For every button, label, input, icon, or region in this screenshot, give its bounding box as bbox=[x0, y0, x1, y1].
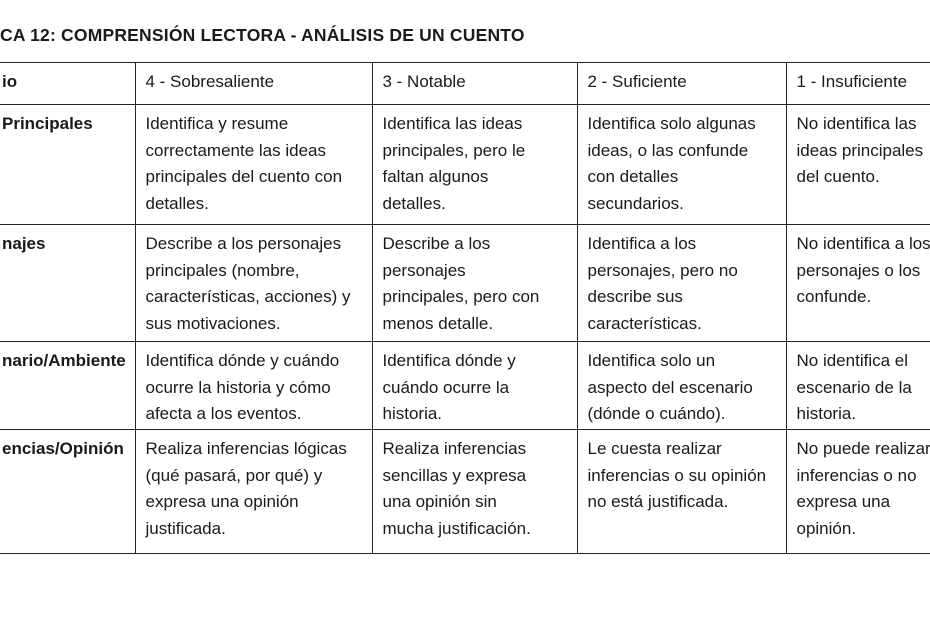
rubric-cell: Realiza inferencias lógicas (qué pasará,… bbox=[134, 429, 373, 554]
column-header-level3: 3 - Notable bbox=[371, 62, 578, 105]
table-row: Principales Identifica y resume correcta… bbox=[0, 104, 930, 225]
rubric-cell: Identifica solo un aspecto del escenario… bbox=[576, 341, 787, 430]
table-row: nario/Ambiente Identifica dónde y cuándo… bbox=[0, 341, 930, 430]
rubric-cell: Identifica a los personajes, pero no des… bbox=[576, 224, 787, 342]
table-row: encias/Opinión Realiza inferencias lógic… bbox=[0, 429, 930, 554]
criterion-cell: nario/Ambiente bbox=[0, 341, 136, 430]
header-row: io 4 - Sobresaliente 3 - Notable 2 - Suf… bbox=[0, 62, 930, 105]
rubric-cell: Le cuesta realizar inferencias o su opin… bbox=[576, 429, 787, 554]
rubric-cell: No puede realizar inferencias o no expre… bbox=[785, 429, 930, 554]
rubric-cell: No identifica las ideas principales del … bbox=[785, 104, 930, 225]
column-header-criterion: io bbox=[0, 62, 136, 105]
column-header-level1: 1 - Insuficiente bbox=[785, 62, 930, 105]
rubric-cell: Identifica dónde y cuándo ocurre la hist… bbox=[371, 341, 578, 430]
rubric-cell: No identifica el escenario de la histori… bbox=[785, 341, 930, 430]
table-row: najes Describe a los personajes principa… bbox=[0, 224, 930, 342]
rubric-cell: Identifica dónde y cuándo ocurre la hist… bbox=[134, 341, 373, 430]
rubric-cell: Describe a los personajes principales, p… bbox=[371, 224, 578, 342]
criterion-cell: Principales bbox=[0, 104, 136, 225]
criterion-cell: najes bbox=[0, 224, 136, 342]
rubric-table: io 4 - Sobresaliente 3 - Notable 2 - Suf… bbox=[0, 62, 930, 554]
rubric-cell: Identifica y resume correctamente las id… bbox=[134, 104, 373, 225]
criterion-cell: encias/Opinión bbox=[0, 429, 136, 554]
column-header-level4: 4 - Sobresaliente bbox=[134, 62, 373, 105]
page-title: CA 12: COMPRENSIÓN LECTORA - ANÁLISIS DE… bbox=[0, 25, 525, 45]
rubric-cell: No identifica a los personajes o los con… bbox=[785, 224, 930, 342]
rubric-cell: Identifica solo algunas ideas, o las con… bbox=[576, 104, 787, 225]
column-header-level2: 2 - Suficiente bbox=[576, 62, 787, 105]
rubric-cell: Describe a los personajes principales (n… bbox=[134, 224, 373, 342]
rubric-cell: Realiza inferencias sencillas y expresa … bbox=[371, 429, 578, 554]
rubric-cell: Identifica las ideas principales, pero l… bbox=[371, 104, 578, 225]
